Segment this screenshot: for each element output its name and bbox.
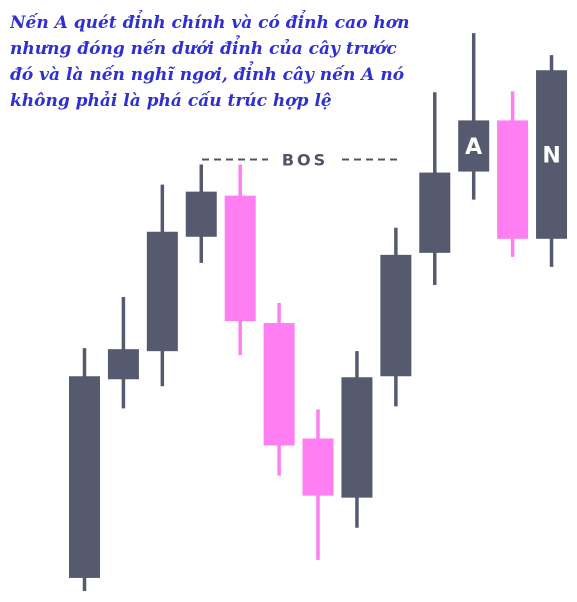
candle-8	[341, 351, 373, 528]
candle-13: N	[536, 55, 568, 267]
candle-body	[341, 377, 373, 498]
candle-9	[380, 227, 412, 407]
candle-body	[69, 376, 100, 578]
candle-4	[185, 164, 217, 263]
candle-body	[224, 195, 256, 322]
bos-annotation: BOS	[202, 151, 400, 170]
candle-body	[419, 172, 451, 253]
candle-body	[263, 323, 295, 446]
candle-body	[302, 438, 334, 496]
candle-3	[146, 184, 178, 387]
candle-body	[536, 70, 568, 239]
bos-label: BOS	[282, 151, 328, 170]
candle-body	[107, 349, 139, 380]
candle-1	[69, 348, 100, 591]
candle-2	[107, 296, 139, 409]
candle-body	[185, 191, 217, 237]
candle-5	[224, 164, 256, 356]
annotation-text: Nến A quét đỉnh chính và có đỉnh cao hơn…	[10, 13, 410, 111]
candle-body	[497, 120, 529, 239]
candle-label-n: N	[542, 144, 560, 169]
candle-body	[380, 254, 412, 377]
candle-6	[263, 303, 295, 476]
candle-body	[146, 231, 178, 352]
candle-body	[458, 120, 490, 172]
candle-10	[419, 92, 451, 285]
candle-11: A	[458, 33, 490, 200]
candle-12	[497, 91, 529, 257]
candle-7	[302, 409, 334, 560]
candle-label-a: A	[465, 135, 482, 160]
